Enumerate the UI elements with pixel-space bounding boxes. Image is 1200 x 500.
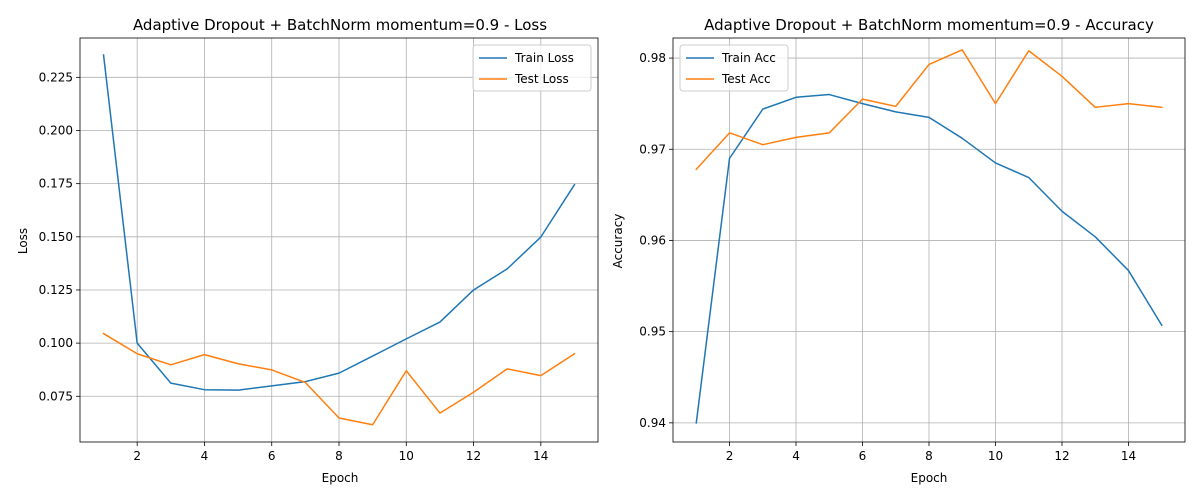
acc-x-tick-label: 6 xyxy=(859,449,867,463)
loss-y-tick-label: 0.150 xyxy=(39,230,73,244)
acc-x-tick-label: 10 xyxy=(988,449,1003,463)
loss-x-tick-label: 14 xyxy=(533,449,548,463)
accuracy-chart-xlabel: Epoch xyxy=(911,471,948,485)
loss-x-tick-label: 4 xyxy=(201,449,209,463)
accuracy-chart-title: Adaptive Dropout + BatchNorm momentum=0.… xyxy=(704,16,1154,34)
acc-series-train-acc-line xyxy=(695,93,1163,424)
loss-legend-label: Test Loss xyxy=(514,72,569,86)
loss-legend: Train Loss Test Loss xyxy=(472,44,592,92)
loss-x-tick-label: 12 xyxy=(466,449,481,463)
loss-x-tick-label: 8 xyxy=(335,449,343,463)
acc-x-tick-label: 14 xyxy=(1121,449,1136,463)
loss-y-tick-label: 0.125 xyxy=(39,283,73,297)
acc-legend-label: Train Acc xyxy=(721,51,776,65)
acc-x-tick-label: 2 xyxy=(726,449,734,463)
loss-x-tick-label: 10 xyxy=(399,449,414,463)
acc-y-tick-label: 0.94 xyxy=(639,416,666,430)
loss-chart-xlabel: Epoch xyxy=(322,471,359,485)
loss-y-tick-label: 0.100 xyxy=(39,336,73,350)
acc-x-tick-label: 4 xyxy=(792,449,800,463)
accuracy-chart: Adaptive Dropout + BatchNorm momentum=0.… xyxy=(611,16,1186,485)
acc-y-tick-label: 0.95 xyxy=(639,325,666,339)
acc-series-test-acc-line xyxy=(695,49,1163,171)
loss-series-train-loss-line xyxy=(102,54,576,391)
loss-y-tick-label: 0.200 xyxy=(39,123,73,137)
acc-x-tick-label: 8 xyxy=(925,449,933,463)
loss-y-tick-label: 0.225 xyxy=(39,70,73,84)
loss-x-tick-label: 2 xyxy=(133,449,141,463)
loss-legend-label: Train Loss xyxy=(514,51,574,65)
loss-chart-ylabel: Loss xyxy=(16,228,30,254)
acc-y-tick-label: 0.97 xyxy=(639,142,666,156)
acc-x-tick-label: 12 xyxy=(1054,449,1069,463)
acc-y-tick-label: 0.96 xyxy=(639,233,666,247)
acc-legend-label: Test Acc xyxy=(721,72,771,86)
accuracy-chart-ylabel: Accuracy xyxy=(611,214,625,269)
acc-y-tick-label: 0.98 xyxy=(639,51,666,65)
loss-x-tick-label: 6 xyxy=(268,449,276,463)
loss-chart-title: Adaptive Dropout + BatchNorm momentum=0.… xyxy=(133,16,547,34)
loss-series-test-loss-line xyxy=(102,332,576,426)
loss-y-tick-label: 0.175 xyxy=(39,177,73,191)
loss-y-tick-label: 0.075 xyxy=(39,389,73,403)
loss-chart: Adaptive Dropout + BatchNorm momentum=0.… xyxy=(16,16,599,485)
acc-legend: Train Acc Test Acc xyxy=(679,44,789,92)
